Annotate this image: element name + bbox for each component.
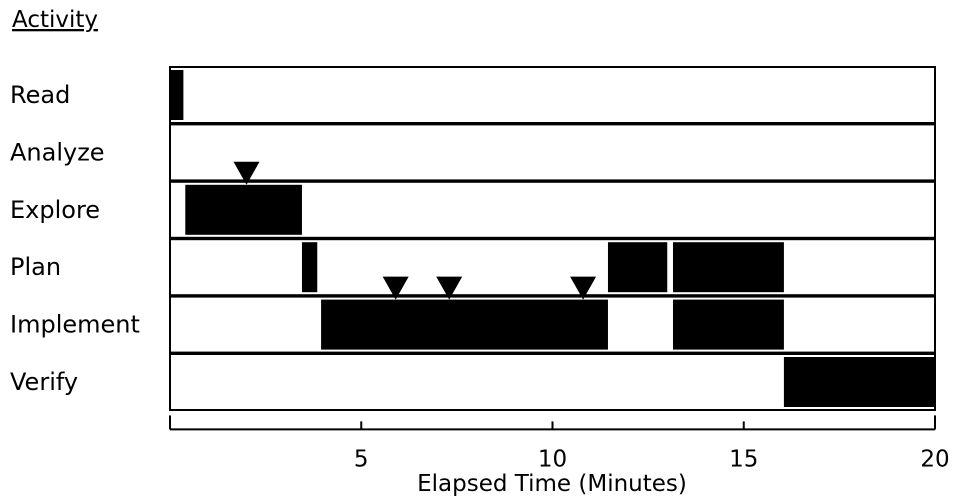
segment-verify-7 xyxy=(783,357,935,407)
category-label-explore: Explore xyxy=(10,196,100,224)
x-axis-label: Elapsed Time (Minutes) xyxy=(417,471,687,497)
event-marker-implement-3 xyxy=(570,276,597,300)
x-tick-label-10: 10 xyxy=(538,446,567,472)
segment-plan-5 xyxy=(672,242,784,293)
category-label-implement: Implement xyxy=(10,311,140,339)
category-label-analyze: Analyze xyxy=(10,138,105,166)
segment-read-0 xyxy=(170,70,184,120)
x-tick-label-20: 20 xyxy=(920,446,949,472)
row-plan xyxy=(169,238,936,297)
activity-segments xyxy=(170,70,935,407)
event-markers xyxy=(233,161,597,300)
event-marker-implement-1 xyxy=(382,276,409,300)
category-label-plan: Plan xyxy=(10,253,61,281)
category-label-read: Read xyxy=(10,81,70,109)
event-marker-implement-2 xyxy=(436,276,463,300)
segment-plan-2 xyxy=(301,242,318,293)
x-tick-label-15: 15 xyxy=(729,446,758,472)
row-read xyxy=(169,66,936,124)
chart-title: Activity xyxy=(12,7,98,33)
event-marker-explore-0 xyxy=(233,161,260,185)
row-analyze xyxy=(169,123,936,182)
segment-implement-3 xyxy=(321,299,608,350)
category-label-verify: Verify xyxy=(10,368,78,396)
x-tick-label-5: 5 xyxy=(354,446,369,472)
segment-explore-1 xyxy=(185,184,302,235)
x-axis: 5 10 15 20 xyxy=(169,415,950,472)
segment-plan-4 xyxy=(607,242,668,293)
segment-implement-6 xyxy=(672,299,784,350)
